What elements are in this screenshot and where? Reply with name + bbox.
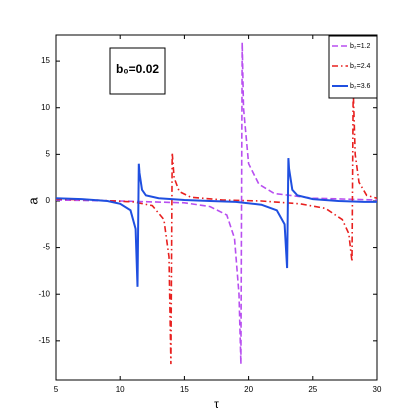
y-tick-label: -10 [38,289,50,298]
x-tick-label: 15 [180,385,189,394]
y-axis-label: a [25,197,40,205]
legend-label: b₂=1.2 [350,43,371,50]
annotation-box [109,47,166,95]
x-axis-label: τ [214,397,219,411]
y-tick-label: 10 [41,103,50,112]
y-tick-label: -15 [38,336,50,345]
y-tick-label: 0 [46,196,51,205]
series-line [56,42,377,365]
y-tick-label: 15 [41,56,50,65]
x-tick-label: 20 [244,385,253,394]
legend-label: b₂=3.6 [350,83,371,90]
series-line [56,158,377,287]
x-tick-label: 25 [308,385,317,394]
legend-label: b₂=2.4 [350,63,371,70]
x-tick-label: 30 [373,385,382,394]
x-tick-label: 10 [116,385,125,394]
series-line [56,89,377,365]
y-tick-label: 5 [46,149,51,158]
annotation: b₀=0.02 [116,62,159,76]
y-tick-label: -5 [43,243,51,252]
x-tick-label: 5 [54,385,59,394]
